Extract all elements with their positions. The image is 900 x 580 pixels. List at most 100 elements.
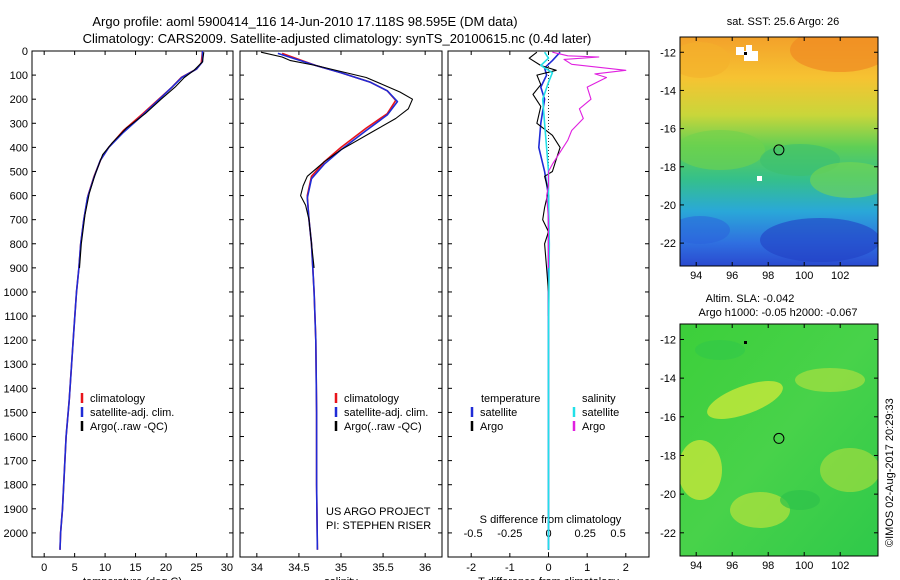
salinity-panel: 34 34.5 35 35.5 36 salinity climatology satelli… bbox=[239, 50, 443, 580]
legend-header: salinity bbox=[582, 393, 616, 405]
y-tick-label: 1700 bbox=[4, 456, 28, 468]
legend-label: Argo bbox=[480, 421, 503, 433]
map-x-tick-label: 102 bbox=[831, 270, 849, 282]
y-tick-label: 200 bbox=[10, 94, 28, 106]
map-y-tick-label: -12 bbox=[660, 334, 676, 346]
map-y-tick-label: -20 bbox=[660, 200, 676, 212]
x-tick-label: -2 bbox=[466, 562, 476, 574]
map-y-tick-label: -14 bbox=[660, 85, 676, 97]
map-y-tick-label: -22 bbox=[660, 238, 676, 250]
x-tick-label: 1 bbox=[584, 562, 590, 574]
legend-label: Argo(..raw -QC) bbox=[344, 421, 422, 433]
argo-location-marker bbox=[773, 144, 785, 156]
s-tick-label: -0.25 bbox=[497, 528, 522, 540]
map-x-tick-label: 100 bbox=[795, 270, 813, 282]
s-axis-label: S difference from climatology bbox=[480, 514, 622, 526]
y-tick-label: 400 bbox=[10, 142, 28, 154]
plot-frame bbox=[239, 50, 443, 558]
x-tick-label: 34.5 bbox=[288, 562, 309, 574]
x-tick-label: 35 bbox=[335, 562, 347, 574]
x-tick-label: 34 bbox=[251, 562, 263, 574]
x-tick-label: 0 bbox=[41, 562, 47, 574]
legend-label: Argo(..raw -QC) bbox=[90, 421, 168, 433]
map-x-tick-label: 96 bbox=[726, 270, 738, 282]
y-tick-label: 1600 bbox=[4, 432, 28, 444]
map-x-tick-label: 102 bbox=[831, 560, 849, 572]
map-y-tick-label: -18 bbox=[660, 162, 676, 174]
y-tick-label: 900 bbox=[10, 263, 28, 275]
x-tick-label: 36 bbox=[419, 562, 431, 574]
pi-label: PI: STEPHEN RISER bbox=[326, 520, 431, 532]
y-tick-label: 1000 bbox=[4, 287, 28, 299]
series-line bbox=[277, 52, 399, 550]
x-axis-label: temperature (deg C) bbox=[83, 576, 182, 580]
map-x-tick-label: 98 bbox=[762, 560, 774, 572]
header-subtitle: Climatology: CARS2009. Satellite-adjuste… bbox=[83, 31, 592, 46]
y-tick-label: 300 bbox=[10, 118, 28, 130]
y-tick-label: 800 bbox=[10, 239, 28, 251]
y-tick-label: 1800 bbox=[4, 480, 28, 492]
plot-frame bbox=[31, 50, 234, 558]
x-tick-label: -1 bbox=[505, 562, 515, 574]
legend-label: satellite bbox=[480, 407, 517, 419]
sla-map-title: Altim. SLA: -0.042 bbox=[706, 293, 795, 305]
s-tick-label: 0.25 bbox=[575, 528, 596, 540]
series-line bbox=[540, 51, 554, 550]
sst-map-frame bbox=[679, 36, 879, 267]
sla-map-subtitle: Argo h1000: -0.05 h2000: -0.067 bbox=[698, 307, 857, 319]
temperature-panel: 0100200300400500600700800900100011001200… bbox=[4, 46, 234, 580]
y-tick-label: 2000 bbox=[4, 528, 28, 540]
argo-location-marker bbox=[773, 432, 785, 444]
legend-label: satellite bbox=[582, 407, 619, 419]
series-line bbox=[546, 51, 627, 268]
x-axis-label: salinity bbox=[324, 576, 358, 580]
legend-label: satellite-adj. clim. bbox=[90, 407, 174, 419]
sst-heatmap bbox=[680, 37, 878, 266]
series-line bbox=[260, 51, 414, 268]
legend-header: temperature bbox=[481, 393, 540, 405]
x-axis-label: T difference from climatology bbox=[478, 576, 619, 580]
map-x-tick-label: 94 bbox=[690, 270, 702, 282]
y-tick-label: 700 bbox=[10, 215, 28, 227]
series-line bbox=[78, 52, 205, 268]
map-x-tick-label: 98 bbox=[762, 270, 774, 282]
map-x-tick-label: 100 bbox=[795, 560, 813, 572]
map-y-tick-label: -22 bbox=[660, 528, 676, 540]
map-y-tick-label: -20 bbox=[660, 489, 676, 501]
y-tick-label: 1200 bbox=[4, 335, 28, 347]
map-y-tick-label: -18 bbox=[660, 450, 676, 462]
difference-panel: -2 -1 0 1 2 T difference from climatology S di… bbox=[447, 50, 650, 580]
map-y-tick-label: -16 bbox=[660, 124, 676, 136]
s-tick-label: -0.5 bbox=[464, 528, 483, 540]
y-tick-label: 1400 bbox=[4, 383, 28, 395]
x-tick-label: 30 bbox=[221, 562, 233, 574]
x-tick-label: 0 bbox=[545, 562, 551, 574]
sla-heatmap bbox=[680, 324, 878, 556]
y-tick-label: 0 bbox=[22, 46, 28, 58]
x-tick-label: 5 bbox=[72, 562, 78, 574]
series-line bbox=[528, 51, 561, 316]
y-tick-label: 1900 bbox=[4, 504, 28, 516]
sla-map-axes: 94 96 98 100 102 -12 -14 -16 -18 -20 -22 bbox=[660, 324, 878, 572]
x-tick-label: 2 bbox=[623, 562, 629, 574]
y-tick-label: 500 bbox=[10, 166, 28, 178]
x-tick-label: 35.5 bbox=[372, 562, 393, 574]
series-line bbox=[59, 51, 204, 550]
y-tick-label: 1500 bbox=[4, 407, 28, 419]
y-tick-label: 1100 bbox=[4, 311, 28, 323]
sst-map-axes: 94 96 98 100 102 -12 -14 -16 -18 -20 -22 bbox=[660, 37, 878, 282]
project-label: US ARGO PROJECT bbox=[326, 506, 431, 518]
map-x-tick-label: 94 bbox=[690, 560, 702, 572]
map-y-tick-label: -16 bbox=[660, 412, 676, 424]
x-tick-label: 10 bbox=[99, 562, 111, 574]
legend-label: climatology bbox=[344, 393, 400, 405]
legend-label: satellite-adj. clim. bbox=[344, 407, 428, 419]
x-tick-label: 15 bbox=[129, 562, 141, 574]
x-tick-label: 25 bbox=[190, 562, 202, 574]
sst-map-title: sat. SST: 25.6 Argo: 26 bbox=[727, 16, 840, 28]
header-title: Argo profile: aoml 5900414_116 14-Jun-20… bbox=[92, 14, 517, 29]
y-tick-label: 1300 bbox=[4, 359, 28, 371]
legend-label: climatology bbox=[90, 393, 146, 405]
sla-map-frame bbox=[679, 323, 879, 557]
